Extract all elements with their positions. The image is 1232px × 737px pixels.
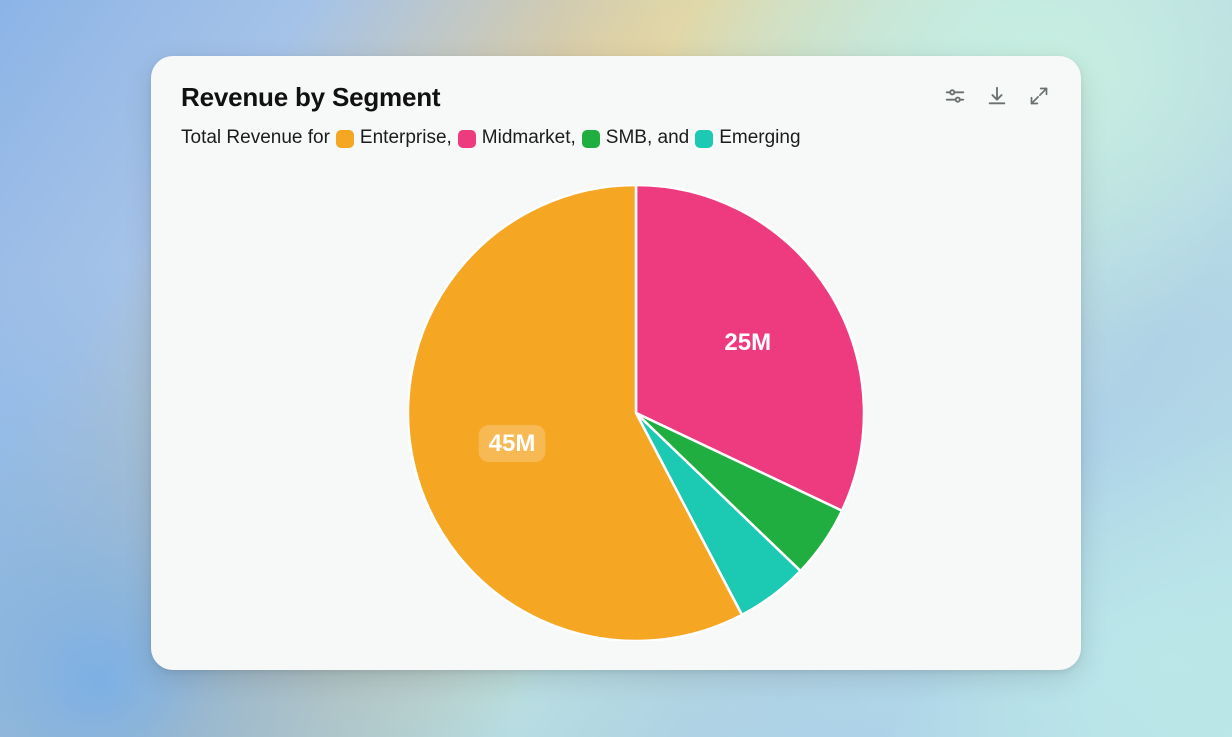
card-subtitle: Total Revenue for Enterprise, Midmarket, SM… — [181, 127, 1051, 149]
legend-label-0: Enterprise, — [360, 127, 452, 149]
chart-area: 25M 45M — [151, 166, 1081, 660]
card-title: Revenue by Segment — [181, 82, 440, 113]
download-icon[interactable] — [985, 84, 1009, 108]
chart-card: Revenue by Segment — [151, 56, 1081, 670]
card-actions — [943, 84, 1051, 108]
expand-icon[interactable] — [1027, 84, 1051, 108]
legend-label-2: SMB, and — [606, 127, 689, 149]
pie-label-midmarket: 25M — [724, 329, 771, 356]
legend-swatch-1 — [458, 130, 476, 148]
settings-icon[interactable] — [943, 84, 967, 108]
subtitle-prefix: Total Revenue for — [181, 127, 330, 149]
legend-label-1: Midmarket, — [482, 127, 576, 149]
legend-label-3: Emerging — [719, 127, 800, 149]
legend-swatch-0 — [336, 130, 354, 148]
legend-swatch-3 — [695, 130, 713, 148]
card-header: Revenue by Segment — [181, 82, 1051, 113]
legend-swatch-2 — [582, 130, 600, 148]
pie-label-enterprise: 45M — [489, 430, 536, 457]
pie-chart: 25M 45M — [408, 185, 864, 641]
